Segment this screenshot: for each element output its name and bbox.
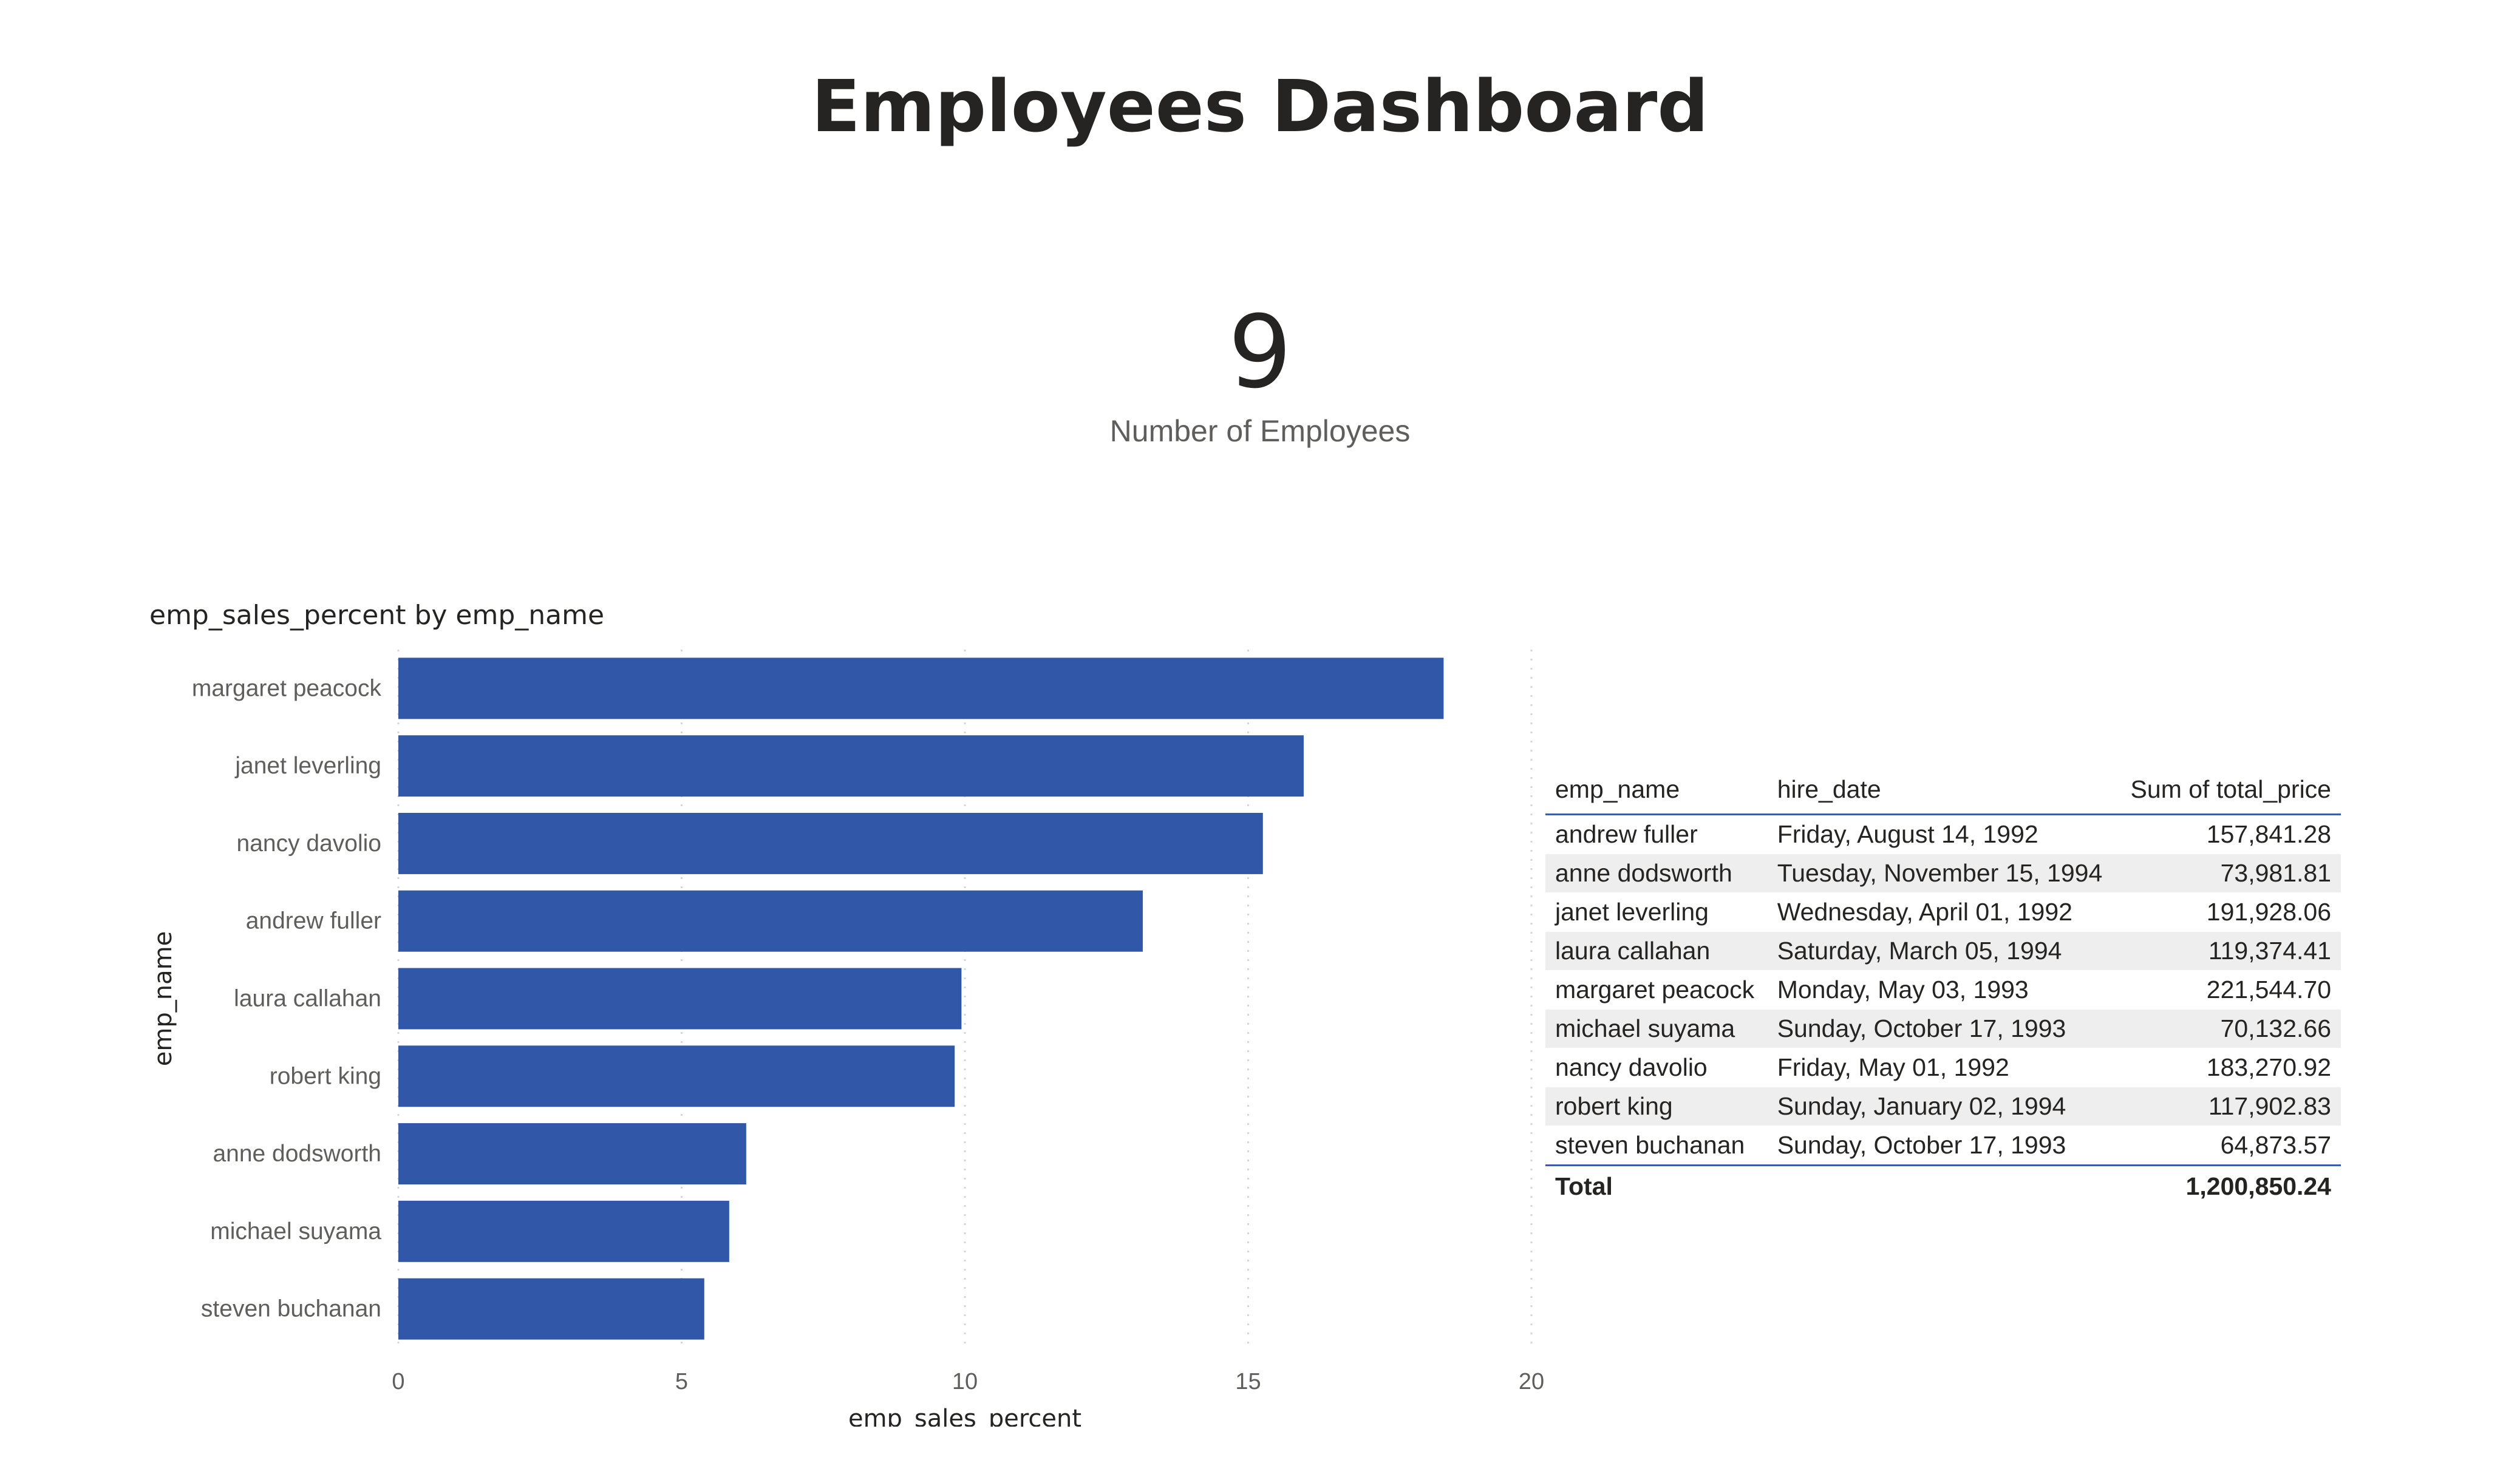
table-row[interactable]: margaret peacock Monday, May 03, 1993 221,… bbox=[1545, 970, 2341, 1010]
cell-emp-name: margaret peacock bbox=[1545, 970, 1768, 1010]
table-body: andrew fuller Friday, August 14, 1992 157,… bbox=[1545, 814, 2341, 1166]
cell-total-price: 64,873.57 bbox=[2117, 1126, 2341, 1166]
total-value: 1,200,850.24 bbox=[2117, 1164, 2341, 1206]
y-tick-label: nancy davolio bbox=[237, 830, 382, 857]
cell-emp-name: michael suyama bbox=[1545, 1009, 1768, 1048]
cell-hire-date: Sunday, October 17, 1993 bbox=[1767, 1126, 2117, 1166]
cell-hire-date: Saturday, March 05, 1994 bbox=[1767, 931, 2117, 971]
cell-emp-name: robert king bbox=[1545, 1087, 1768, 1126]
chart-title: emp_sales_percent by emp_name bbox=[149, 600, 605, 631]
cell-emp-name: anne dodsworth bbox=[1545, 854, 1768, 893]
table-row[interactable]: anne dodsworth Tuesday, November 15, 1994… bbox=[1545, 854, 2341, 893]
cell-emp-name: laura callahan bbox=[1545, 931, 1768, 971]
cell-hire-date: Wednesday, April 01, 1992 bbox=[1767, 892, 2117, 932]
x-axis-title: emp_sales_percent bbox=[848, 1405, 1081, 1427]
x-tick-label: 10 bbox=[952, 1369, 978, 1394]
bar[interactable] bbox=[398, 1123, 746, 1185]
cell-emp-name: andrew fuller bbox=[1545, 814, 1768, 854]
cell-total-price: 191,928.06 bbox=[2117, 892, 2341, 932]
table-row[interactable]: steven buchanan Sunday, October 17, 1993 6… bbox=[1545, 1126, 2341, 1166]
y-tick-label: robert king bbox=[270, 1063, 381, 1089]
y-axis-title: emp_name bbox=[149, 931, 177, 1066]
table-row[interactable]: laura callahan Saturday, March 05, 1994 11… bbox=[1545, 931, 2341, 971]
cell-emp-name: nancy davolio bbox=[1545, 1048, 1768, 1087]
y-tick-label: laura callahan bbox=[234, 986, 381, 1012]
cell-hire-date: Sunday, October 17, 1993 bbox=[1767, 1009, 2117, 1048]
header-hire-date[interactable]: hire_date bbox=[1767, 765, 2117, 815]
total-label: Total bbox=[1545, 1164, 1768, 1206]
x-tick-label: 5 bbox=[675, 1369, 688, 1394]
cell-total-price: 70,132.66 bbox=[2117, 1009, 2341, 1048]
table-visual[interactable]: emp_name hire_date Sum of total_price an… bbox=[1545, 765, 2341, 1206]
kpi-card[interactable]: 9 Number of Employees bbox=[956, 291, 1564, 474]
bar[interactable] bbox=[398, 657, 1444, 719]
y-tick-label: anne dodsworth bbox=[213, 1141, 381, 1167]
employee-table: emp_name hire_date Sum of total_price an… bbox=[1545, 765, 2341, 1206]
cell-hire-date: Sunday, January 02, 1994 bbox=[1767, 1087, 2117, 1126]
table-row[interactable]: nancy davolio Friday, May 01, 1992 183,270… bbox=[1545, 1048, 2341, 1087]
x-tick-label: 20 bbox=[1519, 1369, 1544, 1394]
cell-total-price: 221,544.70 bbox=[2117, 970, 2341, 1010]
bar[interactable] bbox=[398, 1278, 704, 1340]
header-emp-name[interactable]: emp_name bbox=[1545, 765, 1768, 815]
cell-total-price: 73,981.81 bbox=[2117, 854, 2341, 893]
total-empty-cell bbox=[1767, 1164, 2117, 1206]
cell-hire-date: Friday, May 01, 1992 bbox=[1767, 1048, 2117, 1087]
cell-total-price: 157,841.28 bbox=[2117, 814, 2341, 854]
cell-total-price: 183,270.92 bbox=[2117, 1048, 2341, 1087]
header-sum-total-price[interactable]: Sum of total_price bbox=[2117, 765, 2341, 815]
cell-hire-date: Monday, May 03, 1993 bbox=[1767, 970, 2117, 1010]
table-header-row: emp_name hire_date Sum of total_price bbox=[1545, 765, 2341, 815]
cell-hire-date: Tuesday, November 15, 1994 bbox=[1767, 854, 2117, 893]
kpi-value: 9 bbox=[1228, 294, 1292, 410]
y-tick-label: andrew fuller bbox=[246, 908, 381, 934]
kpi-label: Number of Employees bbox=[1109, 414, 1411, 448]
table-row[interactable]: michael suyama Sunday, October 17, 1993 70… bbox=[1545, 1009, 2341, 1048]
bar[interactable] bbox=[398, 1200, 729, 1262]
page-title: Employees Dashboard bbox=[811, 64, 1709, 148]
bar[interactable] bbox=[398, 1045, 955, 1107]
cell-total-price: 119,374.41 bbox=[2117, 931, 2341, 971]
bar[interactable] bbox=[398, 968, 962, 1030]
bar-chart-visual[interactable]: emp_sales_percent by emp_name margaret p… bbox=[140, 589, 1555, 1427]
cell-emp-name: steven buchanan bbox=[1545, 1126, 1768, 1166]
y-tick-label: michael suyama bbox=[210, 1218, 381, 1245]
table-row[interactable]: andrew fuller Friday, August 14, 1992 157,… bbox=[1545, 814, 2341, 854]
cell-emp-name: janet leverling bbox=[1545, 892, 1768, 932]
cell-hire-date: Friday, August 14, 1992 bbox=[1767, 814, 2117, 854]
bar-chart: margaret peacock janet leverling nancy dav… bbox=[149, 650, 1544, 1427]
cell-total-price: 117,902.83 bbox=[2117, 1087, 2341, 1126]
table-row[interactable]: janet leverling Wednesday, April 01, 1992… bbox=[1545, 892, 2341, 932]
x-tick-label: 0 bbox=[392, 1369, 404, 1394]
y-tick-label: janet leverling bbox=[234, 753, 381, 779]
bar[interactable] bbox=[398, 812, 1263, 874]
table-total-row: Total 1,200,850.24 bbox=[1545, 1164, 2341, 1206]
bar[interactable] bbox=[398, 890, 1143, 952]
table-row[interactable]: robert king Sunday, January 02, 1994 117,9… bbox=[1545, 1087, 2341, 1126]
y-tick-label: margaret peacock bbox=[192, 675, 382, 701]
bar[interactable] bbox=[398, 735, 1304, 797]
x-tick-label: 15 bbox=[1235, 1369, 1261, 1394]
y-tick-label: steven buchanan bbox=[201, 1296, 381, 1322]
